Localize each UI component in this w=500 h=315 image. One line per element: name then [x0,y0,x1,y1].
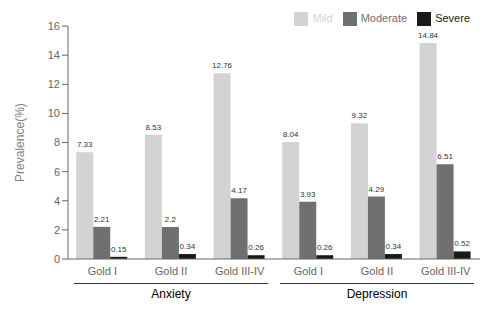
svg-text:14.84: 14.84 [418,31,439,40]
svg-text:0.15: 0.15 [111,245,127,254]
svg-text:10: 10 [48,107,60,119]
svg-text:14: 14 [48,49,60,61]
svg-text:0.26: 0.26 [248,243,264,252]
svg-text:0.34: 0.34 [386,242,402,251]
html-text:Mild: Mild [312,12,333,24]
svg-text:6.51: 6.51 [437,152,453,161]
svg-text:3.93: 3.93 [300,190,316,199]
html-text:Anxiety: Anxiety [151,287,191,301]
svg-text:7.33: 7.33 [77,140,93,149]
svg-text:0.26: 0.26 [317,243,333,252]
svg-text:Gold II: Gold II [361,265,393,277]
svg-text:2.2: 2.2 [165,215,177,224]
svg-text:4.29: 4.29 [369,185,385,194]
svg-text:12: 12 [48,78,60,90]
svg-text:6: 6 [54,166,60,178]
svg-text:2.21: 2.21 [94,215,110,224]
svg-text:Gold I: Gold I [294,265,323,277]
svg-text:8: 8 [54,136,60,148]
svg-text:Gold III-IV: Gold III-IV [421,265,471,277]
svg-text:Gold II: Gold II [155,265,187,277]
svg-text:Prevalence(%): Prevalence(%) [13,103,27,182]
svg-text:0.34: 0.34 [180,242,196,251]
svg-text:4: 4 [54,195,60,207]
svg-text:Gold I: Gold I [88,265,117,277]
html-text:Severe: Severe [435,12,470,24]
svg-text:9.32: 9.32 [352,111,368,120]
html-text:Depression: Depression [346,287,408,301]
svg-text:0.52: 0.52 [454,239,470,248]
svg-text:Gold III-IV: Gold III-IV [215,265,265,277]
html-text:Moderate: Moderate [360,12,408,24]
svg-text:12.76: 12.76 [212,61,233,70]
svg-text:2: 2 [54,224,60,236]
svg-text:0: 0 [54,253,60,265]
svg-text:4.17: 4.17 [231,186,247,195]
svg-text:16: 16 [48,20,60,32]
svg-text:8.04: 8.04 [283,130,299,139]
svg-text:8.53: 8.53 [146,123,162,132]
